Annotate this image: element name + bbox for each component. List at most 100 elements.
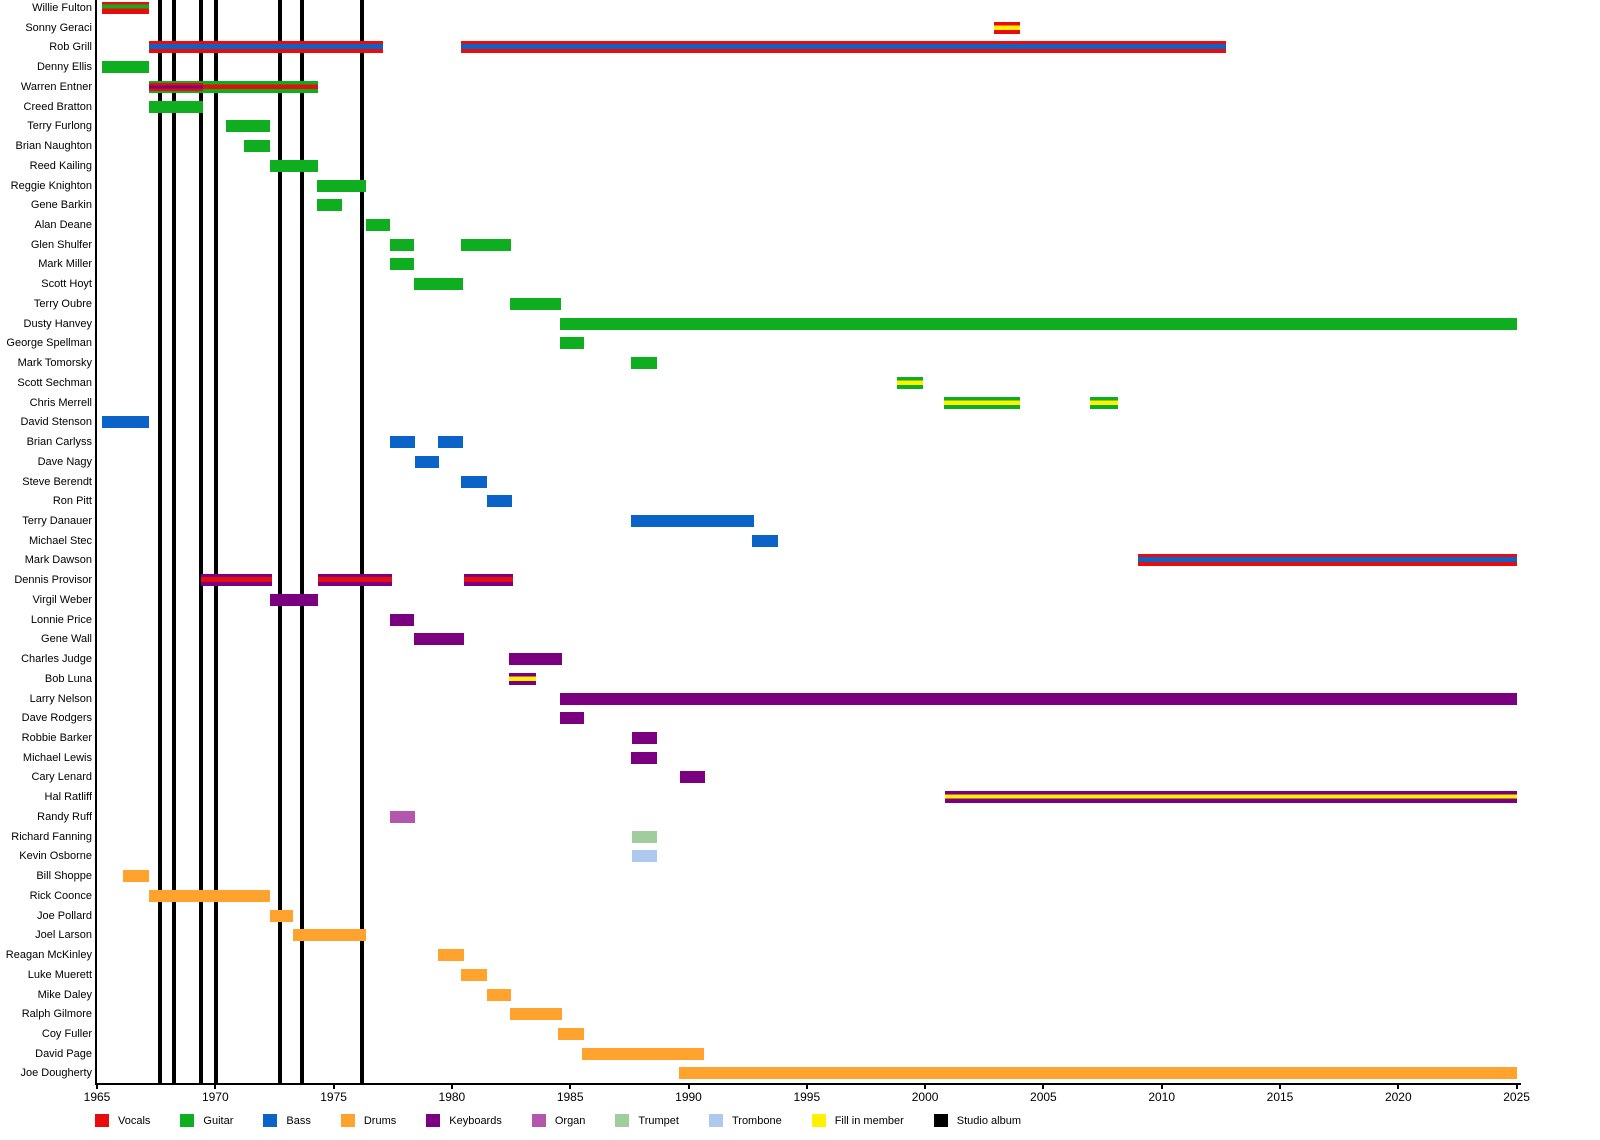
timeline-bar (993, 21, 1020, 34)
timeline-bar (680, 771, 706, 784)
studio-album-line (171, 0, 176, 1083)
timeline-bar (390, 810, 416, 823)
timeline-bar (1089, 396, 1118, 409)
timeline-bar (630, 751, 657, 764)
timeline-bar (896, 376, 923, 389)
timeline-bar (508, 653, 562, 666)
member-label: David Page (35, 1047, 92, 1060)
timeline-bar (101, 2, 150, 14)
timeline-bar (225, 120, 270, 133)
member-label: Coy Fuller (41, 1027, 92, 1040)
member-label: Steve Berendt (22, 475, 92, 488)
legend-label: Studio album (956, 1114, 1021, 1127)
member-label: Randy Ruff (37, 810, 92, 823)
legend-item: Trombone (708, 1114, 782, 1127)
album-legend-swatch (933, 1114, 948, 1127)
timeline-bar (461, 968, 488, 981)
timeline-bar (631, 850, 657, 863)
member-label: Joe Pollard (36, 909, 92, 922)
bass-legend-swatch (263, 1114, 278, 1127)
member-label: Bob Luna (44, 672, 92, 685)
axis-tick-label: 1980 (438, 1090, 466, 1104)
timeline-bar (461, 238, 512, 251)
legend-label: Trumpet (638, 1114, 679, 1127)
timeline-bar (123, 870, 150, 883)
member-label: Richard Fanning (11, 830, 92, 843)
studio-album-line (299, 0, 304, 1083)
timeline-bar (390, 436, 416, 449)
member-label: Robbie Barker (21, 732, 92, 744)
axis-tick-label: 2000 (911, 1090, 939, 1104)
member-label: Scott Sechman (17, 376, 92, 389)
axis-tick (332, 1085, 335, 1089)
legend-label: Bass (286, 1114, 311, 1127)
member-label: Cary Lenard (31, 771, 92, 784)
timeline-bar (461, 41, 1226, 54)
timeline-bar (414, 633, 464, 646)
timeline-bar (509, 297, 561, 310)
studio-album-line (214, 0, 219, 1083)
legend-item: Studio album (933, 1114, 1021, 1127)
axis-tick-label: 1965 (83, 1090, 111, 1104)
member-label: Sonny Geraci (25, 21, 92, 34)
member-label: Terry Oubre (33, 297, 92, 310)
vocals-legend-swatch (95, 1114, 109, 1127)
member-label: Scott Hoyt (41, 278, 92, 291)
timeline-bar (558, 1027, 585, 1040)
member-label: Mark Miller (38, 258, 92, 271)
timeline-bar (631, 830, 657, 843)
legend-item: Guitar (180, 1114, 233, 1127)
member-label: George Spellman (6, 337, 92, 350)
timeline-bar (390, 238, 415, 251)
axis-tick (924, 1085, 927, 1089)
legend-item: Vocals (95, 1114, 150, 1127)
timeline-bar (559, 317, 1517, 330)
timeline-bar (415, 455, 439, 468)
member-label: Kevin Osborne (19, 850, 92, 863)
member-label: Joel Larson (35, 929, 92, 942)
member-label: Reagan McKinley (5, 949, 92, 962)
legend-item: Drums (340, 1114, 396, 1127)
timeline-bar (365, 219, 391, 232)
timeline-bar (631, 732, 657, 744)
member-label: Rob Grill (49, 41, 92, 54)
axis-tick-label: 2020 (1384, 1090, 1412, 1104)
axis-tick (1042, 1085, 1045, 1089)
axis-tick-label: 1970 (201, 1090, 229, 1104)
timeline-bar (317, 199, 342, 212)
axis-tick-label: 2010 (1148, 1090, 1176, 1104)
timeline-bar (437, 436, 463, 449)
member-label: Creed Bratton (23, 100, 92, 113)
legend-item: Trumpet (615, 1114, 679, 1127)
member-label: Michael Lewis (22, 751, 92, 764)
timeline-bar (945, 791, 1517, 804)
timeline-bar (559, 337, 585, 350)
axis-tick-label: 1985 (556, 1090, 584, 1104)
axis-tick (687, 1085, 690, 1089)
legend-label: Guitar (203, 1114, 234, 1127)
trombone-legend-swatch (708, 1114, 723, 1127)
fillin-legend-swatch (811, 1114, 826, 1127)
legend-label: Organ (554, 1114, 586, 1127)
legend-item: Organ (531, 1114, 586, 1127)
member-label: Reed Kailing (29, 159, 92, 172)
member-label: Glen Shulfer (30, 238, 92, 251)
axis-tick (1279, 1085, 1281, 1089)
axis-tick (805, 1085, 808, 1089)
member-label: Virgil Weber (32, 593, 92, 606)
axis-tick (450, 1085, 453, 1089)
timeline-bar (508, 672, 536, 685)
timeline-bar (269, 593, 319, 606)
timeline-bar (293, 929, 366, 942)
timeline-bar (1138, 554, 1517, 567)
legend: Vocals Guitar Bass Drums Keyboards Organ Trump… (95, 1114, 1021, 1127)
timeline-bar (559, 712, 585, 725)
member-label: Terry Furlong (27, 120, 92, 133)
member-label: Mike Daley (37, 988, 92, 1001)
timeline-bar (149, 80, 204, 93)
keyboards-legend-swatch (426, 1114, 441, 1127)
legend-item: Keyboards (426, 1114, 502, 1127)
member-label: Dusty Hanvey (23, 317, 92, 330)
axis-tick (569, 1085, 572, 1089)
